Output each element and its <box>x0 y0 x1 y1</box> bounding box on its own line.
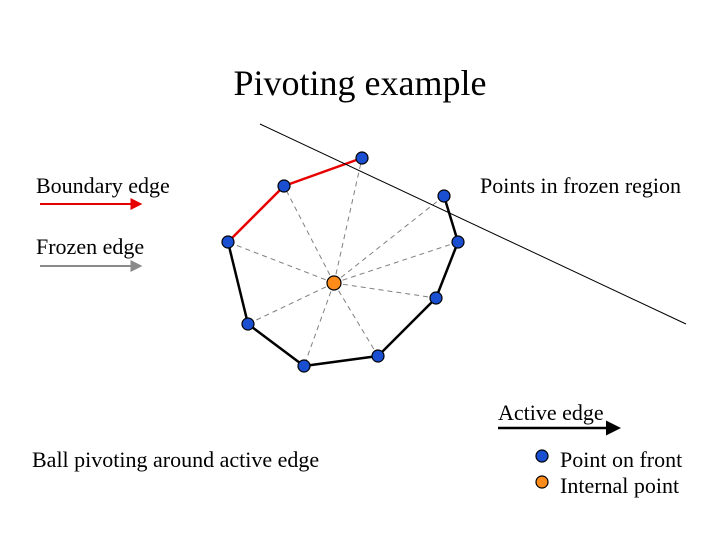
outer-edge <box>304 356 378 366</box>
node-point-icon <box>430 292 442 304</box>
node-point-icon <box>452 236 464 248</box>
node-point-icon <box>222 236 234 248</box>
node-point-icon <box>356 152 368 164</box>
center-point-icon <box>327 276 341 290</box>
node-point-icon <box>242 318 254 330</box>
outer-edge <box>444 196 458 242</box>
separator-line <box>260 124 686 324</box>
spoke-line <box>284 186 334 283</box>
spoke-line <box>334 283 378 356</box>
diagram-nodes <box>222 152 464 372</box>
diagram-stage: Pivoting example Boundary edge Frozen ed… <box>0 0 720 540</box>
node-point-icon <box>372 350 384 362</box>
spoke-line <box>334 242 458 283</box>
node-point-icon <box>438 190 450 202</box>
outer-edge <box>228 242 248 324</box>
node-point-icon <box>298 360 310 372</box>
outer-edge <box>284 158 362 186</box>
outer-edge <box>378 298 436 356</box>
legend-internal-dot-icon <box>536 476 548 488</box>
node-point-icon <box>278 180 290 192</box>
spoke-line <box>228 242 334 283</box>
outer-edge <box>436 242 458 298</box>
legend-front-dot-icon <box>536 450 548 462</box>
diagram-outer-edges <box>228 158 458 366</box>
outer-edge <box>248 324 304 366</box>
outer-edge <box>228 186 284 242</box>
spoke-line <box>334 283 436 298</box>
diagram-svg <box>0 0 720 540</box>
